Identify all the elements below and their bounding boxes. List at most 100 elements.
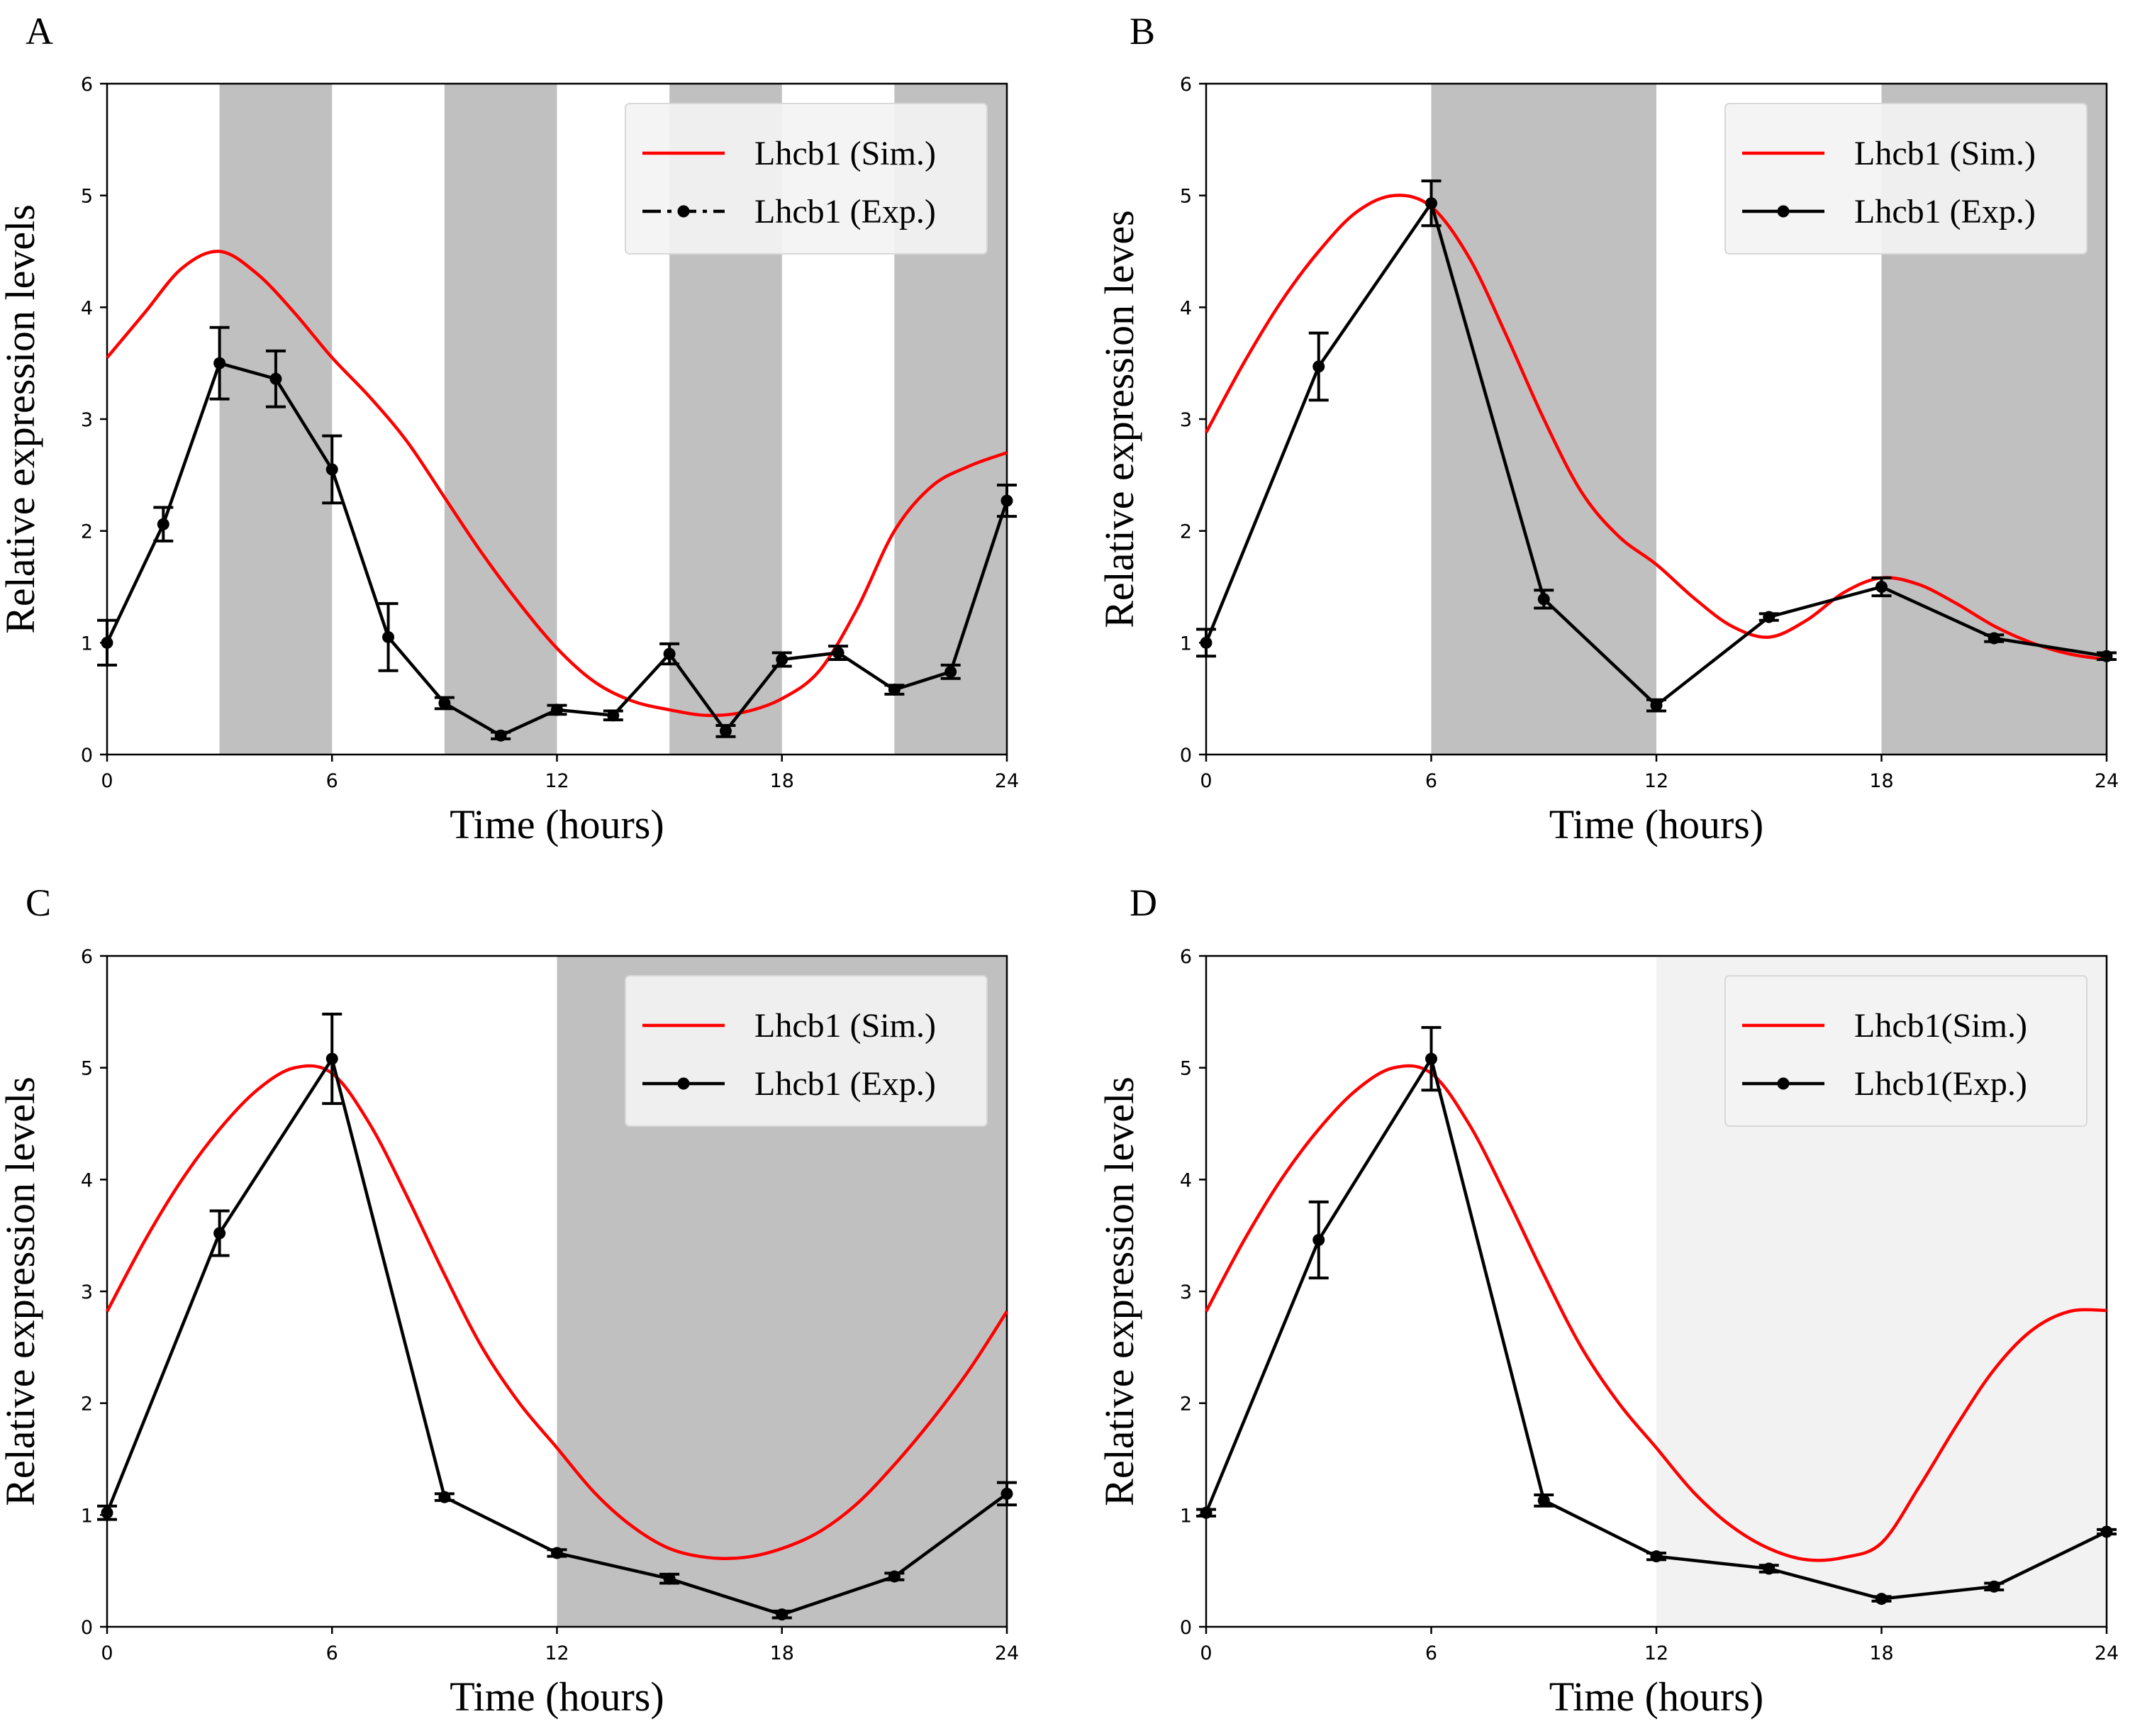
x-axis-title: Time (hours)	[450, 801, 664, 847]
exp-point	[1537, 1494, 1550, 1507]
legend: Lhcb1 (Sim.) Lhcb1 (Exp.)	[1724, 103, 2087, 255]
x-tick-label: 18	[770, 770, 794, 792]
x-tick-label: 6	[1425, 1642, 1437, 1664]
y-tick-label: 0	[81, 745, 93, 767]
y-tick-label: 2	[81, 1393, 93, 1415]
panel-label: C	[26, 881, 51, 924]
x-tick-label: 24	[995, 770, 1019, 792]
exp-point	[776, 1608, 788, 1621]
x-tick-label: 12	[545, 1642, 569, 1664]
y-tick-label: 1	[1180, 1505, 1192, 1527]
exp-point	[1650, 1550, 1663, 1563]
legend-box	[625, 103, 988, 255]
legend-exp-marker	[677, 205, 690, 218]
legend: Lhcb1 (Sim.) Lhcb1 (Exp.)	[625, 975, 988, 1127]
y-tick-label: 1	[81, 633, 93, 655]
exp-point	[213, 1227, 226, 1240]
dark-period-shade	[444, 84, 557, 755]
x-tick-label: 18	[1869, 770, 1893, 792]
exp-point	[832, 647, 844, 660]
x-tick-label: 0	[1200, 1642, 1212, 1664]
x-tick-label: 24	[995, 1642, 1019, 1664]
x-axis-title: Time (hours)	[1549, 801, 1763, 847]
exp-point	[269, 372, 282, 385]
y-tick-label: 0	[81, 1617, 93, 1639]
exp-point	[1875, 1593, 1888, 1606]
exp-point	[1200, 1506, 1213, 1519]
x-tick-label: 6	[326, 1642, 338, 1664]
exp-point	[607, 709, 620, 722]
x-tick-label: 0	[1200, 770, 1212, 792]
legend-exp-label: Lhcb1 (Exp.)	[754, 193, 936, 230]
legend-exp-marker	[677, 1077, 690, 1090]
exp-point	[1200, 636, 1213, 649]
dark-period-shade	[219, 84, 333, 755]
exp-point	[494, 729, 507, 742]
x-tick-label: 12	[545, 770, 569, 792]
x-axis-title: Time (hours)	[1549, 1674, 1763, 1720]
y-tick-label: 1	[1180, 633, 1192, 655]
y-tick-label: 4	[1180, 1169, 1192, 1191]
y-tick-label: 3	[81, 409, 93, 431]
sim-line	[1205, 194, 2107, 662]
exp-point	[1000, 1487, 1013, 1500]
y-tick-label: 5	[1180, 186, 1192, 208]
exp-point	[1537, 593, 1550, 606]
exp-point	[213, 357, 226, 369]
exp-point	[101, 1506, 113, 1519]
legend-sim-label: Lhcb1 (Sim.)	[1854, 135, 2036, 172]
y-tick-label: 1	[81, 1505, 93, 1527]
y-tick-label: 3	[1180, 1281, 1192, 1303]
sim-line	[106, 250, 1008, 718]
legend-sim-label: Lhcb1 (Sim.)	[754, 1007, 936, 1045]
legend-sim-label: Lhcb1 (Sim.)	[754, 135, 936, 172]
y-axis-title: Relative expression levels	[0, 1076, 43, 1506]
x-axis-title: Time (hours)	[450, 1674, 664, 1720]
exp-point	[101, 636, 113, 649]
x-tick-label: 24	[2095, 770, 2119, 792]
x-tick-label: 6	[326, 770, 338, 792]
exp-point	[776, 653, 788, 666]
y-tick-label: 6	[81, 946, 93, 968]
y-axis-title: Relative expression leves	[1096, 210, 1142, 628]
panel-label: B	[1130, 10, 1155, 52]
y-tick-label: 5	[81, 186, 93, 208]
x-tick-label: 18	[1869, 1642, 1893, 1664]
exp-point	[1988, 632, 2000, 645]
legend-box	[1724, 975, 2087, 1127]
y-tick-label: 4	[1180, 297, 1192, 319]
exp-point	[719, 725, 732, 738]
y-tick-label: 0	[1180, 1617, 1192, 1639]
legend-exp-marker	[1777, 1077, 1790, 1090]
y-tick-label: 6	[81, 74, 93, 96]
exp-point	[1763, 611, 1776, 623]
exp-point	[1425, 1052, 1437, 1065]
y-tick-label: 4	[81, 1169, 93, 1191]
x-tick-label: 12	[1644, 770, 1668, 792]
exp-point	[382, 630, 395, 643]
legend-exp-marker	[1777, 205, 1790, 218]
legend-sim-label: Lhcb1(Sim.)	[1854, 1007, 2027, 1045]
exp-point	[325, 463, 338, 476]
panel-label: A	[26, 10, 53, 52]
y-tick-label: 6	[1180, 946, 1192, 968]
y-tick-label: 4	[81, 297, 93, 319]
exp-point	[1650, 699, 1663, 712]
y-tick-label: 2	[1180, 521, 1192, 543]
y-tick-label: 6	[1180, 74, 1192, 96]
y-tick-label: 3	[81, 1281, 93, 1303]
y-tick-label: 0	[1180, 745, 1192, 767]
exp-point	[325, 1052, 338, 1065]
exp-point	[1000, 494, 1013, 507]
x-tick-label: 0	[101, 1642, 113, 1664]
exp-point	[1875, 581, 1888, 593]
x-tick-label: 6	[1425, 770, 1437, 792]
y-tick-label: 5	[81, 1058, 93, 1080]
exp-point	[157, 518, 169, 530]
legend: Lhcb1 (Sim.) Lhcb1 (Exp.)	[625, 103, 988, 255]
exp-point	[888, 1570, 901, 1583]
x-tick-label: 24	[2095, 1642, 2119, 1664]
exp-point	[944, 665, 957, 678]
